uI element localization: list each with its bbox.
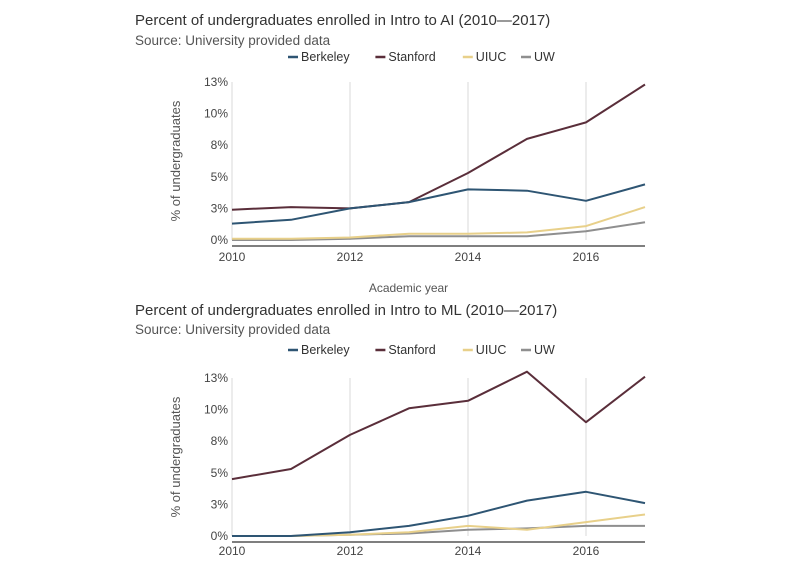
- chart-intro-ml: Percent of undergraduates enrolled in In…: [0, 296, 812, 566]
- series-line-uiuc: [232, 206, 646, 240]
- y-tick-label: 3%: [211, 201, 229, 215]
- y-tick-label: 10%: [204, 107, 228, 121]
- x-tick-label: 2010: [219, 544, 246, 558]
- x-tick-label: 2010: [219, 250, 246, 264]
- y-tick-label: 10%: [204, 403, 228, 417]
- legend-entry: Berkeley: [301, 343, 350, 357]
- chart-plot-area: 2010 2012 2014 2016 0% 3% 5% 8% 10% 13% % of under…: [168, 50, 646, 295]
- legend-entry: UIUC: [476, 343, 507, 357]
- legend-entry: Berkeley: [301, 50, 350, 64]
- x-axis-label: Academic year: [369, 281, 448, 295]
- series-line-berkeley: [231, 183, 646, 225]
- chart-title: Percent of undergraduates enrolled in In…: [135, 12, 551, 29]
- y-tick-label: 13%: [204, 371, 228, 385]
- legend-entry: UW: [534, 50, 555, 64]
- y-tick-label: 0%: [211, 233, 229, 247]
- y-tick-label: 5%: [211, 466, 229, 480]
- series-line-stanford: [231, 370, 646, 481]
- y-tick-label: 5%: [211, 170, 229, 184]
- x-tick-label: 2016: [573, 544, 600, 558]
- y-tick-label: 0%: [211, 529, 229, 543]
- y-tick-label: 3%: [211, 497, 229, 511]
- x-tick-label: 2016: [573, 250, 600, 264]
- y-tick-label: 8%: [211, 434, 229, 448]
- y-tick-label: 8%: [211, 138, 229, 152]
- y-axis-label: % of undergraduates: [168, 396, 183, 517]
- series-line-berkeley: [232, 490, 646, 537]
- series-line-uw: [232, 524, 645, 537]
- series-line-stanford: [231, 83, 646, 211]
- x-tick-label: 2014: [455, 544, 482, 558]
- x-tick-label: 2012: [337, 250, 364, 264]
- legend-entry: Stanford: [388, 343, 435, 357]
- chart-intro-ai: Percent of undergraduates enrolled in In…: [135, 12, 646, 295]
- x-tick-label: 2012: [337, 544, 364, 558]
- chart-subtitle: Source: University provided data: [135, 33, 331, 48]
- chart-plot-area: 2010 2012 2014 2016 0% 3% 5% 8% 10% 13% % of under…: [168, 343, 646, 558]
- x-tick-label: 2014: [455, 250, 482, 264]
- chart-subtitle: Source: University provided data: [135, 322, 331, 337]
- legend-entry: UW: [534, 343, 555, 357]
- legend-entry: UIUC: [476, 50, 507, 64]
- series-line-uw: [232, 221, 646, 241]
- y-tick-label: 13%: [204, 75, 228, 89]
- legend-entry: Stanford: [388, 50, 435, 64]
- chart-title: Percent of undergraduates enrolled in In…: [135, 302, 558, 319]
- y-axis-label: % of undergraduates: [168, 100, 183, 221]
